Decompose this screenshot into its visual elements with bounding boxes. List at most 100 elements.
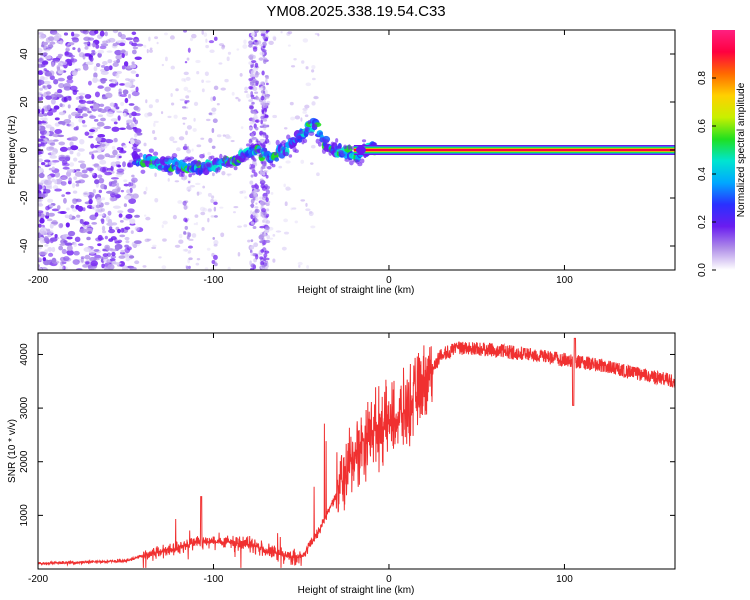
spectrogram-noise-cell — [106, 259, 111, 264]
spectrogram-ridge-cell — [191, 172, 196, 176]
spectrogram-noise-cell — [249, 180, 254, 185]
spectrogram-noise-cell — [89, 115, 96, 119]
spectrogram-noise-cell — [108, 155, 116, 158]
spectrogram-noise-cell — [47, 175, 52, 180]
spectrogram-band — [355, 146, 366, 154]
spectrogram-noise-cell — [199, 206, 206, 212]
spectrogram-noise-cell — [255, 80, 259, 86]
spectrogram-noise-cell — [117, 210, 124, 214]
spectrogram-noise-cell — [72, 47, 76, 51]
spectrogram-noise-cell — [249, 105, 254, 110]
spectrogram-noise-cell — [118, 127, 126, 130]
spectrogram-noise-cell — [212, 96, 216, 101]
spectrogram-noise-cell — [98, 189, 103, 194]
spectrogram-noise-cell — [57, 121, 66, 125]
spectrogram-noise-cell — [109, 82, 117, 88]
spectrogram-noise-cell — [111, 126, 120, 132]
spectrogram-noise-cell — [97, 243, 102, 247]
spectrogram-noise-cell — [254, 39, 258, 43]
spectrogram-noise-cell — [64, 242, 73, 246]
spectrogram-noise-cell — [170, 93, 173, 97]
spectrogram-noise-cell — [79, 138, 85, 145]
spectrogram-noise-cell — [203, 32, 208, 37]
spectrogram-noise-cell — [68, 52, 73, 58]
spectrogram-noise-cell — [182, 122, 186, 125]
spectrogram-noise-cell — [41, 192, 48, 198]
spectrogram-ridge-cell — [294, 149, 299, 153]
spectrogram-noise-cell — [58, 111, 66, 116]
spectrogram-noise-cell — [93, 163, 100, 168]
spectrogram-noise-cell — [67, 230, 76, 237]
spectrogram-noise-cell — [250, 163, 256, 169]
spectrogram-noise-cell — [133, 240, 142, 245]
spectrogram-noise-cell — [251, 36, 254, 41]
spectrogram-noise-cell — [70, 204, 75, 209]
spectrogram-noise-cell — [254, 206, 259, 209]
spectrogram-ridge-cell — [151, 160, 156, 165]
spectrogram-noise-cell — [57, 54, 62, 59]
spectrogram-noise-cell — [79, 228, 86, 234]
spectrogram-noise-cell — [132, 193, 139, 199]
spectrogram-noise-cell — [38, 198, 43, 202]
spectrogram-noise-cell — [97, 52, 102, 58]
spectrogram-ridge-cell — [256, 140, 261, 146]
spectrogram-noise-cell — [152, 244, 157, 248]
spectrogram-noise-cell — [77, 108, 83, 114]
spectrogram-noise-cell — [58, 141, 66, 146]
spectrogram-noise-cell — [72, 33, 80, 38]
spectrogram-noise-cell — [38, 184, 43, 191]
spectrogram-ridge-cell — [140, 169, 146, 174]
spectrogram-y-tick-label: 0 — [19, 147, 30, 153]
spectrogram-noise-cell — [131, 42, 138, 47]
spectrogram-ridge-cell — [152, 151, 159, 156]
spectrogram-y-tick-label: -40 — [19, 238, 30, 253]
spectrogram-noise-cell — [230, 140, 235, 143]
spectrogram-noise-cell — [250, 221, 255, 225]
spectrogram-noise-cell — [86, 204, 93, 209]
spectrogram-noise-cell — [242, 44, 248, 49]
colorbar: 0.0 0.2 0.4 0.6 0.8 Normalized spectral ampl… — [697, 30, 747, 277]
spectrogram-noise-cell — [201, 79, 204, 84]
spectrogram-noise-cell — [115, 182, 120, 187]
spectrogram-noise-cell — [151, 246, 157, 250]
spectrogram-noise-cell — [265, 75, 269, 80]
spectrogram-noise-cell — [265, 220, 271, 224]
spectrogram-noise-cell — [272, 114, 278, 119]
spectrogram-noise-cell — [144, 112, 150, 118]
spectrogram-ridge-cell — [160, 160, 164, 166]
spectrogram-noise-cell — [213, 201, 218, 206]
spectrogram-noise-cell — [92, 189, 96, 194]
spectrogram-noise-cell — [181, 106, 187, 109]
spectrogram-noise-cell — [262, 59, 267, 64]
spectrogram-noise-cell — [84, 46, 89, 50]
spectrogram-noise-cell — [96, 146, 105, 151]
spectrogram-noise-cell — [47, 36, 55, 41]
spectrogram-noise-cell — [265, 189, 270, 195]
spectrogram-noise-cell — [248, 99, 253, 102]
spectrogram-noise-cell — [261, 264, 266, 268]
snr-y-tick-label: 4000 — [19, 343, 30, 366]
spectrogram-noise-cell — [87, 231, 93, 234]
spectrogram-ridge-cell — [321, 148, 327, 154]
spectrogram-noise-cell — [124, 97, 129, 104]
spectrogram-noise-cell — [118, 213, 123, 218]
spectrogram-ridge-cell — [274, 152, 278, 156]
spectrogram-ridge-cell — [338, 149, 344, 155]
spectrogram-noise-cell — [235, 96, 239, 100]
spectrogram-noise-cell — [88, 80, 92, 86]
spectrogram-noise-cell — [253, 110, 257, 115]
spectrogram-noise-cell — [181, 176, 187, 181]
spectrogram-noise-cell — [253, 242, 259, 248]
spectrogram-noise-cell — [44, 159, 51, 163]
spectrogram-noise-cell — [110, 255, 117, 259]
spectrogram-noise-cell — [164, 32, 168, 36]
spectrogram-noise-cell — [125, 119, 134, 124]
spectrogram-noise-cell — [113, 137, 118, 143]
spectrogram-noise-cell — [193, 222, 197, 226]
spectrogram-noise-cell — [158, 256, 162, 259]
spectrogram-noise-cell — [93, 72, 98, 79]
spectrogram-noise-cell — [128, 112, 132, 119]
spectrogram-noise-cell — [91, 221, 98, 225]
spectrogram-noise-cell — [129, 182, 134, 187]
spectrogram-noise-cell — [50, 98, 56, 105]
